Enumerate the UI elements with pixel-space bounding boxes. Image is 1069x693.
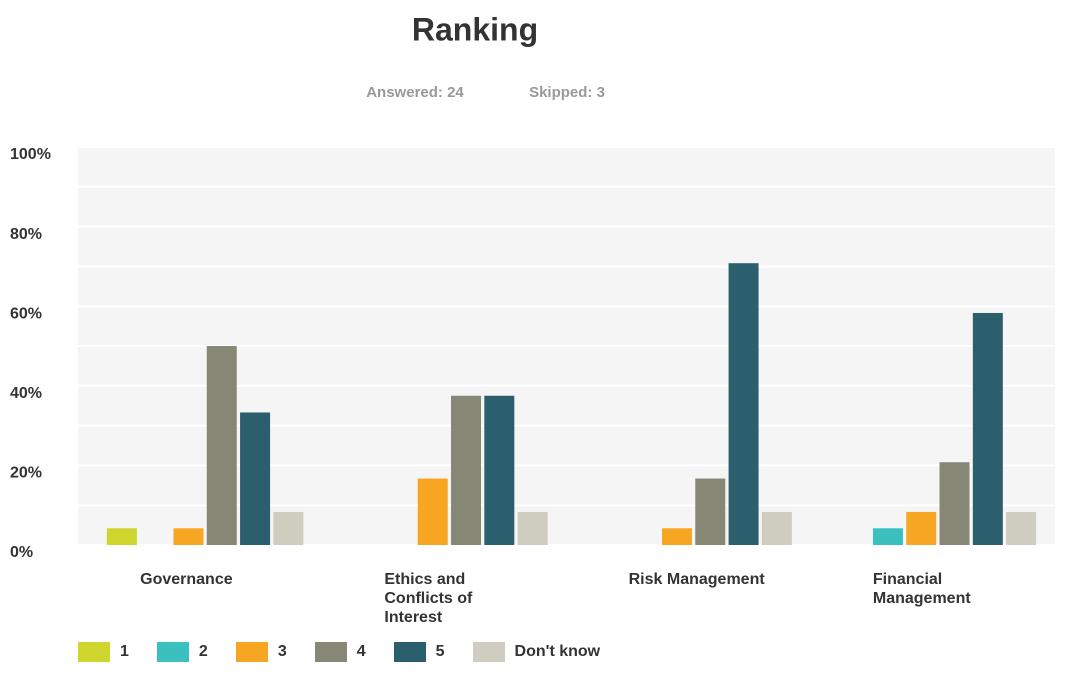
bar xyxy=(451,395,482,545)
bar xyxy=(872,528,903,545)
y-tick-label: 100% xyxy=(10,146,51,163)
legend-label: 4 xyxy=(356,643,366,660)
y-tick-label: 80% xyxy=(10,226,42,243)
legend-swatch xyxy=(78,642,110,662)
legend-item: 5 xyxy=(393,642,445,662)
legend-swatch xyxy=(472,642,505,662)
x-tick-label: Financial Management xyxy=(872,571,971,607)
y-tick-label: 0% xyxy=(10,544,33,561)
bar xyxy=(240,412,271,545)
bar xyxy=(517,511,548,545)
chart-title: Ranking xyxy=(412,11,538,47)
x-tick-label: Ethics and Conflicts of Interest xyxy=(384,571,473,626)
legend-swatch xyxy=(393,642,426,662)
legend-item: 2 xyxy=(156,642,208,662)
legend: 1 2 3 4 5 Don't know xyxy=(78,642,628,662)
x-tick-label: Risk Management xyxy=(628,571,765,588)
bar xyxy=(173,528,204,545)
legend-swatch xyxy=(156,642,189,662)
legend-item: Don't know xyxy=(472,642,601,662)
bar xyxy=(206,346,237,545)
legend-swatch xyxy=(314,642,347,662)
legend-label: 5 xyxy=(435,643,445,660)
bar xyxy=(906,511,937,545)
bar xyxy=(939,462,970,545)
legend-swatch xyxy=(235,642,268,662)
bar xyxy=(728,263,759,545)
legend-item: 1 xyxy=(78,642,129,662)
subtitle: Skipped: 3 xyxy=(529,84,605,101)
bar xyxy=(1006,511,1037,545)
bar xyxy=(661,528,692,545)
legend-label: 1 xyxy=(120,643,129,660)
legend-item: 4 xyxy=(314,642,366,662)
x-tick-label: Governance xyxy=(140,571,233,588)
subtitle: Answered: 24 xyxy=(366,84,464,101)
bar xyxy=(484,395,515,545)
bar xyxy=(417,478,448,545)
legend-item: 3 xyxy=(235,642,287,662)
legend-label: 2 xyxy=(198,643,208,660)
bar xyxy=(273,511,304,545)
y-tick-label: 60% xyxy=(10,305,42,322)
legend-label: 3 xyxy=(277,643,287,660)
legend-label: Don't know xyxy=(514,643,601,660)
y-tick-label: 20% xyxy=(10,465,42,482)
bar xyxy=(972,312,1003,545)
bar xyxy=(761,511,792,545)
bar xyxy=(695,478,726,545)
bar xyxy=(106,528,137,545)
y-tick-label: 40% xyxy=(10,385,42,402)
